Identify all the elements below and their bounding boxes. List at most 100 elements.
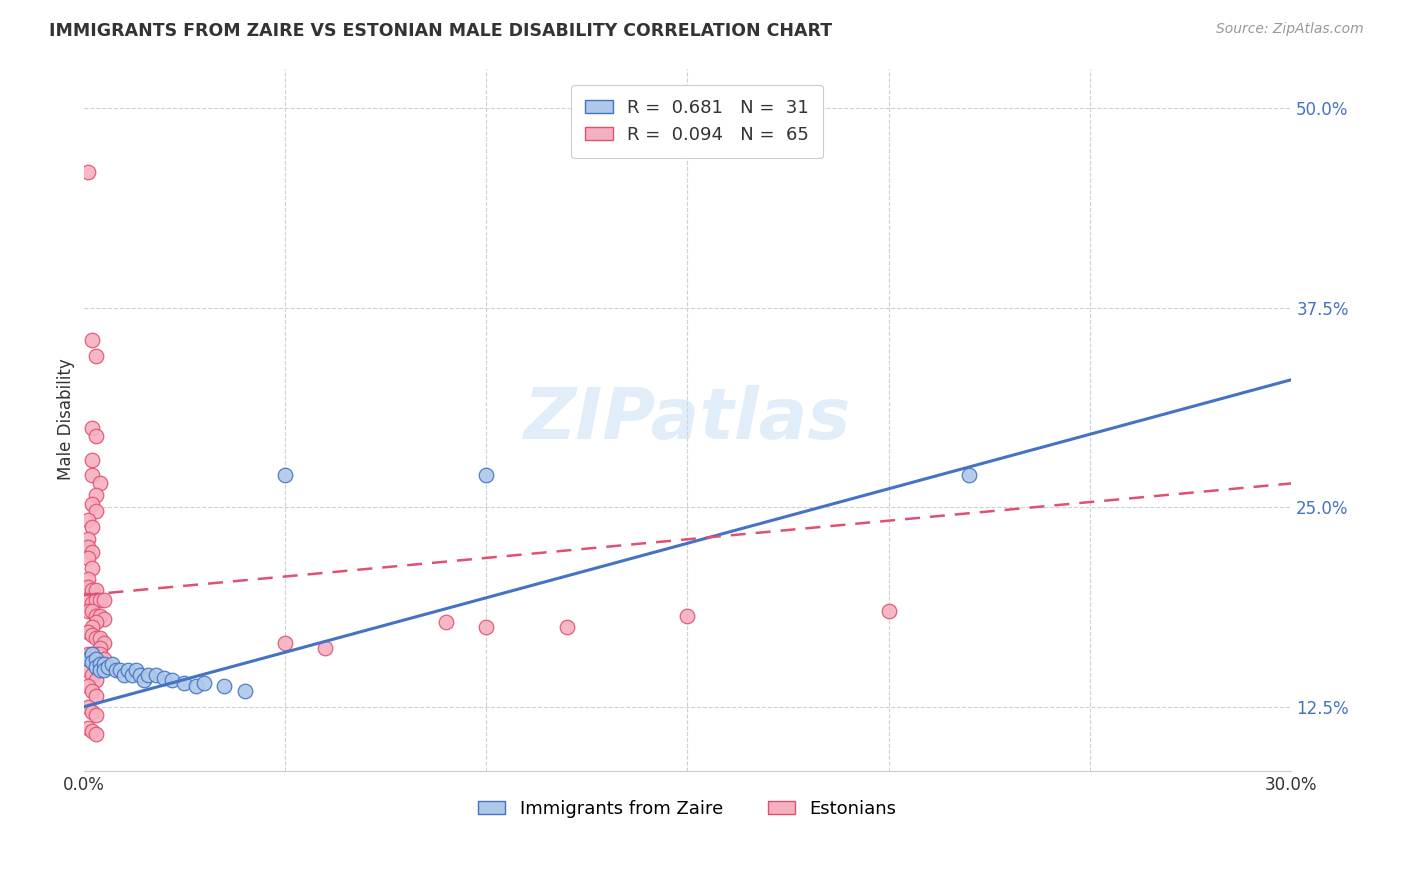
Point [84,593,107,607]
Point [76,513,98,527]
Y-axis label: Male Disability: Male Disability [58,359,75,481]
Point [475,620,498,634]
Point [108,663,131,677]
Point [136,668,159,682]
Point [93,652,115,666]
Point [84,487,107,501]
Point [93,663,115,677]
Point [80,452,103,467]
Point [193,676,215,690]
Point [80,545,103,559]
Point [76,652,98,666]
Point [84,632,107,646]
Point [76,533,98,547]
Point [153,671,176,685]
Point [117,663,139,677]
Point [80,684,103,698]
Point [84,673,107,687]
Text: ZIPatlas: ZIPatlas [524,385,851,454]
Point [84,615,107,630]
Point [93,612,115,626]
Point [84,707,107,722]
Point [89,476,111,491]
Point [80,668,103,682]
Point [84,503,107,517]
Point [84,608,107,623]
Point [89,593,111,607]
Point [84,727,107,741]
Point [80,561,103,575]
Point [76,647,98,661]
Point [93,636,115,650]
Point [434,615,457,630]
Point [80,723,103,738]
Text: Source: ZipAtlas.com: Source: ZipAtlas.com [1216,22,1364,37]
Point [76,624,98,639]
Point [76,721,98,735]
Point [84,657,107,671]
Point [84,652,107,666]
Point [100,657,122,671]
Point [76,663,98,677]
Point [89,640,111,655]
Point [84,647,107,661]
Point [877,604,900,618]
Point [93,593,115,607]
Point [76,551,98,566]
Point [274,636,297,650]
Point [957,468,980,483]
Point [80,583,103,598]
Point [80,596,103,610]
Point [76,604,98,618]
Point [475,468,498,483]
Point [76,679,98,693]
Point [80,705,103,719]
Point [676,608,699,623]
Point [80,604,103,618]
Point [76,593,98,607]
Point [173,676,195,690]
Point [80,468,103,483]
Point [76,165,98,179]
Point [125,663,148,677]
Point [214,679,236,693]
Point [89,608,111,623]
Point [89,663,111,677]
Point [89,647,111,661]
Point [80,420,103,434]
Point [84,583,107,598]
Point [132,673,155,687]
Point [80,519,103,533]
Point [233,684,256,698]
Point [128,668,150,682]
Legend: Immigrants from Zaire, Estonians: Immigrants from Zaire, Estonians [471,792,904,825]
Point [80,620,103,634]
Text: IMMIGRANTS FROM ZAIRE VS ESTONIAN MALE DISABILITY CORRELATION CHART: IMMIGRANTS FROM ZAIRE VS ESTONIAN MALE D… [49,22,832,40]
Point [76,541,98,555]
Point [80,647,103,661]
Point [121,668,143,682]
Point [160,673,183,687]
Point [76,580,98,594]
Point [76,572,98,586]
Point [93,657,115,671]
Point [80,628,103,642]
Point [314,640,336,655]
Point [80,333,103,347]
Point [274,468,297,483]
Point [89,657,111,671]
Point [80,655,103,669]
Point [555,620,578,634]
Point [80,497,103,511]
Point [112,668,135,682]
Point [97,660,120,674]
Point [84,660,107,674]
Point [76,699,98,714]
Point [145,668,167,682]
Point [80,647,103,661]
Point [104,663,127,677]
Point [84,689,107,703]
Point [84,428,107,442]
Point [84,349,107,363]
Point [186,679,208,693]
